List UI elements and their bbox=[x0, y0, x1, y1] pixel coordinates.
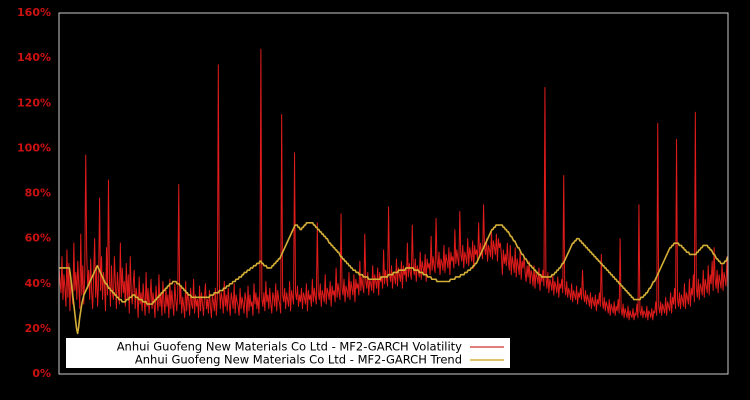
y-axis-tick-label: 120% bbox=[17, 96, 51, 109]
series-layer bbox=[59, 48, 728, 335]
chart-legend[interactable]: Anhui Guofeng New Materials Co Ltd - MF2… bbox=[66, 338, 510, 368]
y-axis-tick-label: 0% bbox=[32, 367, 51, 380]
y-axis-tick-label: 160% bbox=[17, 6, 51, 19]
y-axis-tick-labels: 0% 20% 40% 60% 80% 100% 120% 140% 160% bbox=[17, 6, 51, 380]
y-axis-tick-label: 140% bbox=[17, 51, 51, 64]
y-axis-tick-label: 20% bbox=[25, 322, 51, 335]
y-axis-tick-label: 80% bbox=[25, 187, 51, 200]
y-axis-tick-label: 60% bbox=[25, 232, 51, 245]
legend-label: Anhui Guofeng New Materials Co Ltd - MF2… bbox=[117, 340, 462, 354]
y-axis-tick-label: 100% bbox=[17, 141, 51, 154]
legend-box bbox=[66, 338, 510, 368]
legend-label: Anhui Guofeng New Materials Co Ltd - MF2… bbox=[135, 353, 462, 367]
axes-frame bbox=[58, 12, 729, 375]
series-line-trend bbox=[59, 222, 728, 335]
y-axis-tick-label: 40% bbox=[25, 277, 51, 290]
